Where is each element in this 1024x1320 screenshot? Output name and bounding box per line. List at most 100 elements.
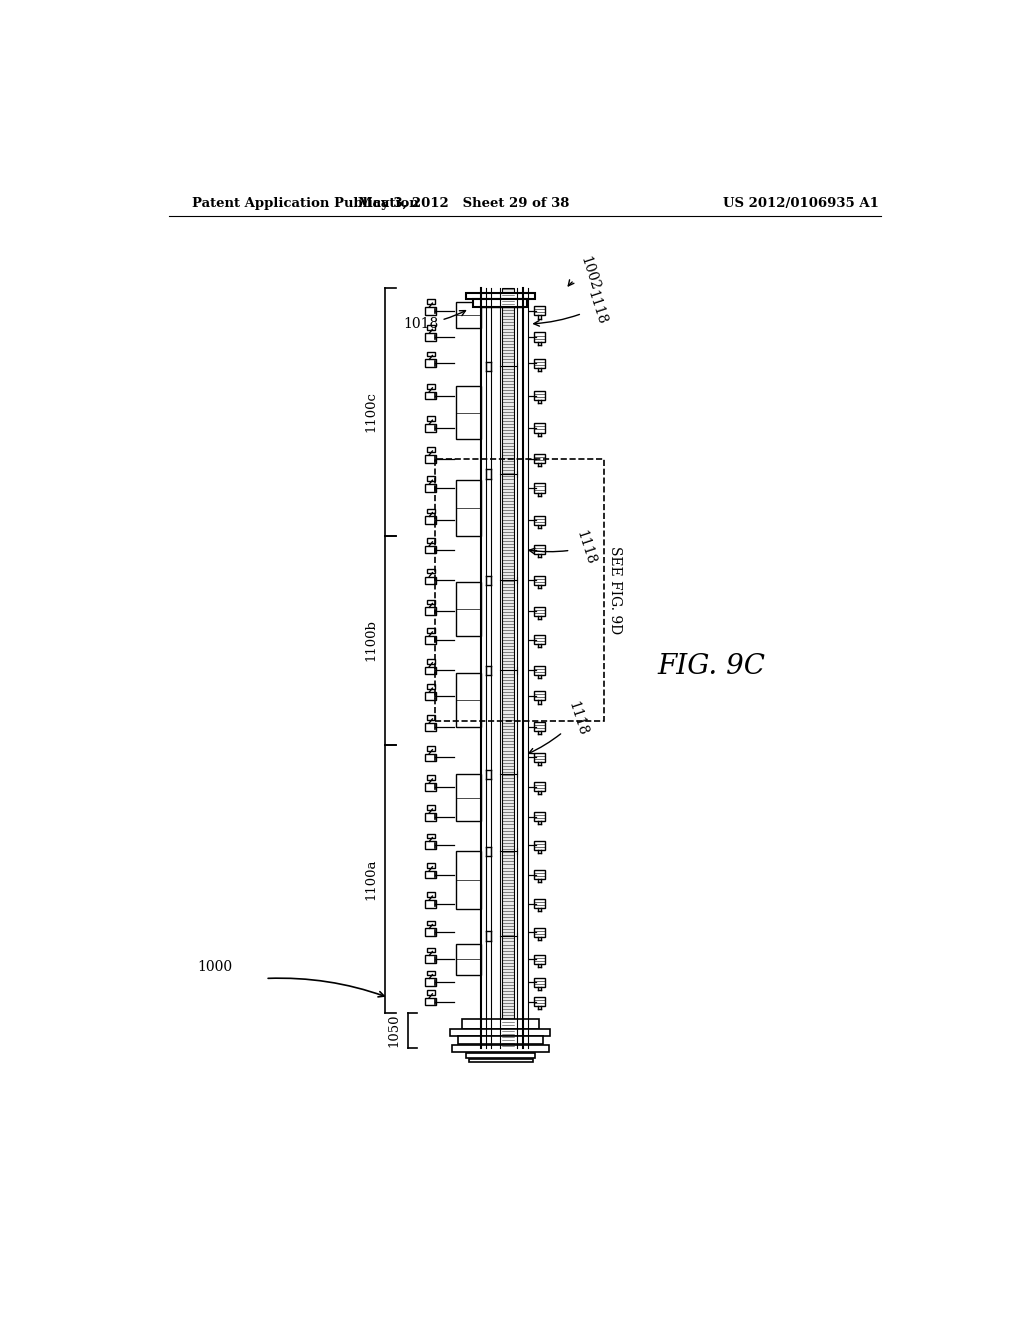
Bar: [535, 841, 545, 850]
Bar: [469, 1059, 532, 1063]
Text: 1100c: 1100c: [364, 391, 377, 432]
Bar: [456, 302, 481, 327]
Bar: [535, 954, 545, 964]
Bar: [503, 288, 514, 1048]
Text: 1100b: 1100b: [364, 619, 377, 661]
Bar: [427, 948, 435, 952]
Bar: [427, 659, 435, 664]
Bar: [462, 1019, 539, 1028]
Bar: [427, 863, 435, 867]
Bar: [535, 870, 545, 879]
Bar: [535, 306, 545, 315]
Bar: [427, 326, 435, 330]
Bar: [425, 545, 436, 553]
Bar: [425, 392, 436, 400]
Bar: [427, 599, 435, 605]
Bar: [456, 851, 481, 909]
Bar: [425, 484, 436, 492]
Bar: [425, 723, 436, 730]
Bar: [427, 746, 435, 751]
Text: US 2012/0106935 A1: US 2012/0106935 A1: [723, 197, 879, 210]
Bar: [425, 956, 436, 964]
Bar: [535, 545, 545, 554]
Bar: [425, 783, 436, 791]
Bar: [427, 834, 435, 838]
Text: 1118: 1118: [529, 528, 598, 566]
Bar: [427, 970, 435, 975]
Bar: [466, 293, 535, 300]
Bar: [535, 483, 545, 492]
Bar: [427, 416, 435, 421]
Text: SEE FIG. 9D: SEE FIG. 9D: [608, 545, 622, 634]
Bar: [425, 841, 436, 849]
Bar: [427, 805, 435, 810]
Text: 1118: 1118: [528, 700, 590, 754]
Bar: [535, 978, 545, 987]
Bar: [535, 516, 545, 525]
Bar: [427, 921, 435, 925]
Bar: [427, 351, 435, 356]
Bar: [427, 447, 435, 451]
Bar: [427, 684, 435, 689]
Bar: [425, 333, 436, 341]
Bar: [535, 899, 545, 908]
Bar: [425, 577, 436, 585]
Bar: [456, 582, 481, 636]
Bar: [456, 480, 481, 536]
Bar: [425, 359, 436, 367]
Bar: [535, 359, 545, 368]
Bar: [535, 391, 545, 400]
Bar: [535, 752, 545, 762]
Bar: [535, 607, 545, 615]
Bar: [425, 455, 436, 462]
Bar: [425, 928, 436, 936]
Text: 1118: 1118: [534, 288, 609, 326]
Bar: [535, 333, 545, 342]
Bar: [427, 628, 435, 632]
Text: 1050: 1050: [387, 1014, 400, 1047]
Bar: [535, 722, 545, 731]
Bar: [458, 1036, 543, 1044]
Bar: [535, 997, 545, 1006]
Bar: [425, 516, 436, 524]
Bar: [425, 813, 436, 821]
Bar: [425, 607, 436, 615]
Bar: [535, 928, 545, 937]
Bar: [535, 424, 545, 433]
Bar: [427, 300, 435, 304]
Bar: [535, 635, 545, 644]
Bar: [425, 424, 436, 432]
Bar: [425, 636, 436, 644]
Bar: [456, 775, 481, 821]
Bar: [425, 998, 436, 1006]
Bar: [435, 459, 604, 721]
Bar: [427, 384, 435, 388]
Bar: [427, 539, 435, 543]
Text: 1002: 1002: [568, 255, 601, 293]
Bar: [456, 944, 481, 974]
Bar: [425, 308, 436, 314]
Text: May 3, 2012   Sheet 29 of 38: May 3, 2012 Sheet 29 of 38: [357, 197, 569, 210]
Bar: [456, 673, 481, 726]
Bar: [425, 978, 436, 986]
Bar: [427, 990, 435, 995]
Bar: [473, 300, 527, 308]
Text: Patent Application Publication: Patent Application Publication: [193, 197, 419, 210]
Text: 1018: 1018: [403, 310, 466, 331]
Bar: [535, 781, 545, 792]
Bar: [451, 1028, 550, 1036]
Bar: [427, 892, 435, 896]
Bar: [425, 871, 436, 878]
Bar: [427, 715, 435, 719]
Bar: [453, 1045, 549, 1052]
Text: 1000: 1000: [198, 960, 232, 974]
Bar: [425, 692, 436, 700]
Bar: [535, 576, 545, 585]
Bar: [535, 692, 545, 701]
Bar: [535, 812, 545, 821]
Bar: [466, 1053, 535, 1057]
Bar: [535, 454, 545, 463]
Text: FIG. 9C: FIG. 9C: [657, 653, 766, 680]
Bar: [427, 775, 435, 780]
Bar: [425, 667, 436, 675]
